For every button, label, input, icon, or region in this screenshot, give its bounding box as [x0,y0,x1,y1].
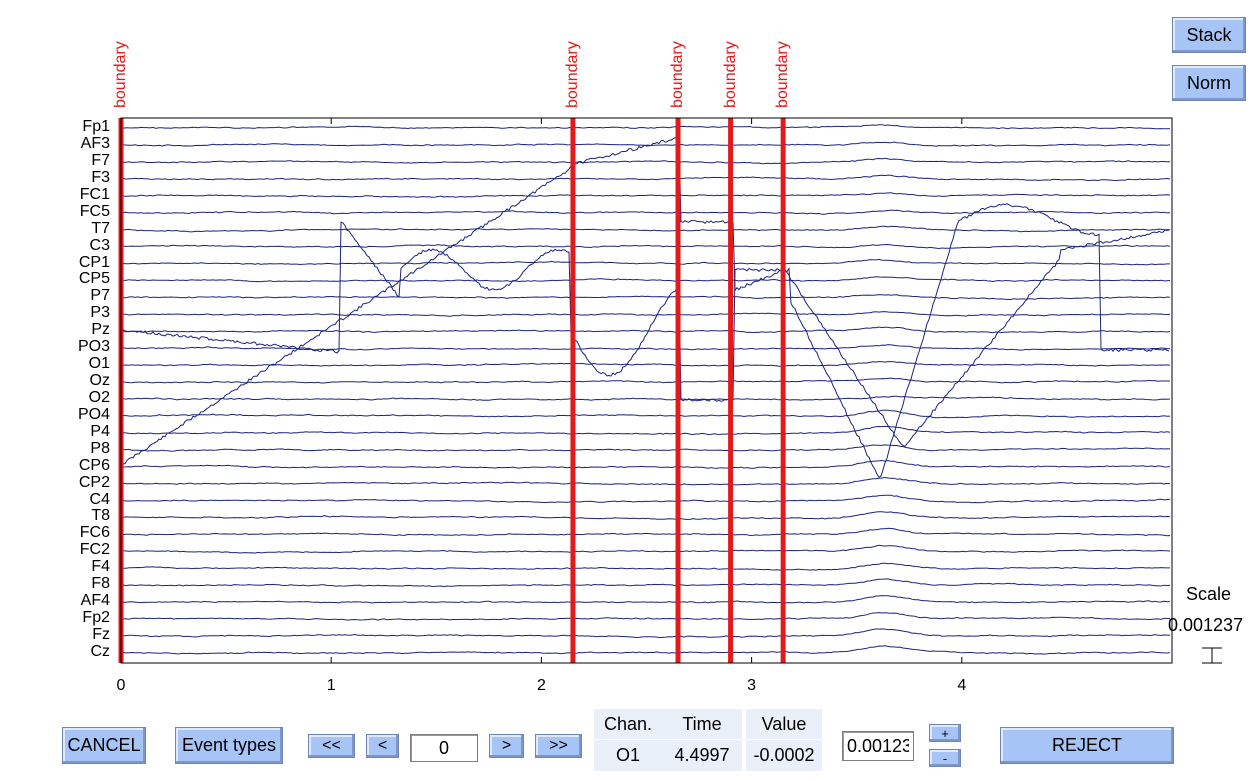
channel-trace [122,459,1171,470]
cancel-button[interactable]: CANCEL [62,727,146,764]
time-header: Time [662,709,742,739]
reject-button[interactable]: REJECT [1000,727,1174,764]
chan-header: Chan. [594,709,662,739]
artifact-trace [122,137,1170,465]
channel-label: Fp1 [82,118,110,136]
channel-trace [122,578,1171,588]
channel-label: CP2 [78,473,110,491]
channel-label: C3 [89,236,110,254]
channel-trace [122,476,1171,486]
channel-label: C4 [89,490,110,508]
channel-trace [122,628,1170,639]
channel-label: T8 [91,507,110,525]
channel-trace [122,527,1171,537]
scale-input[interactable] [842,731,914,761]
x-tick-label: 2 [536,677,546,694]
channel-label: Oz [89,372,110,390]
x-tick-label: 4 [957,677,967,694]
channel-trace [122,141,1171,147]
channel-trace [122,544,1171,554]
channel-label: O1 [88,355,110,373]
channel-label: FC1 [79,185,110,203]
channel-trace [123,444,1171,452]
channel-trace [122,511,1171,521]
channel-label: F8 [91,575,110,593]
channel-trace [122,326,1171,334]
next-button[interactable]: > [489,734,524,758]
channel-label: FC2 [79,541,110,559]
channel-trace [122,645,1171,655]
scale-minus-button[interactable]: - [929,749,961,767]
channel-label: PO3 [77,338,110,356]
prev-button[interactable]: < [366,734,399,758]
plot-frame [120,117,1173,664]
chan-value: O1 [594,740,662,771]
prev-page-button[interactable]: << [308,734,355,758]
channel-trace [122,311,1171,317]
channel-trace [123,595,1171,604]
channel-label: F3 [91,168,110,186]
scale-bar-icon [1202,647,1222,664]
event-types-button[interactable]: Event types [175,727,283,764]
channel-trace [123,157,1170,165]
channel-label: P8 [90,439,110,457]
channel-label: Cz [90,642,110,660]
x-axis-ticks [120,118,963,663]
scale-value: 0.001237 [1168,615,1244,635]
eeg-traces [122,124,1171,655]
channel-trace [122,192,1171,198]
norm-button[interactable]: Norm [1172,65,1246,101]
channel-label: P4 [90,422,110,440]
channel-trace [122,344,1171,351]
position-input[interactable] [410,734,478,762]
channel-label: CP5 [78,270,110,288]
channel-label: P7 [90,287,110,305]
scale-label: Scale [1186,584,1232,604]
channel-label: P3 [90,304,110,322]
stack-button[interactable]: Stack [1172,17,1246,53]
time-value: 4.4997 [662,740,742,771]
channel-label: O2 [88,388,110,406]
event-lines [118,118,786,663]
artifact-trace [122,203,1170,478]
channel-trace [122,294,1171,300]
eeg-plot[interactable] [0,0,1250,700]
x-tick-label: 1 [326,677,336,694]
channel-label: CP6 [78,456,110,474]
value-value: -0.0002 [746,740,822,771]
channel-label: FC5 [79,202,110,220]
channel-trace [122,409,1171,419]
channel-trace [122,276,1171,283]
x-tick-label: 3 [747,677,757,694]
channel-label: T7 [91,219,110,237]
next-page-button[interactable]: >> [535,734,582,758]
channel-trace [122,395,1171,401]
channel-trace [122,124,1171,130]
channel-trace [122,612,1171,621]
channel-label: Fp2 [82,608,110,626]
channel-trace [122,225,1170,233]
channel-trace [122,377,1171,384]
channel-trace [122,258,1170,266]
channel-label: F4 [91,558,110,576]
channel-trace [122,209,1171,215]
channel-label: Pz [91,321,110,339]
channel-trace [122,174,1171,182]
channel-label: Fz [92,625,110,643]
channel-label: F7 [91,152,110,169]
channel-label: AF4 [80,592,110,610]
channel-label: FC6 [79,524,110,542]
value-header: Value [746,709,822,739]
channel-trace [122,360,1171,367]
x-tick-label: 0 [116,677,126,694]
channel-trace [122,243,1171,250]
channel-trace [123,425,1171,436]
channel-label: PO4 [77,405,110,423]
channel-trace [122,494,1171,504]
channel-trace [122,562,1170,571]
scale-plus-button[interactable]: + [929,724,961,742]
channel-label: CP1 [78,253,110,271]
channel-label: AF3 [80,135,110,153]
